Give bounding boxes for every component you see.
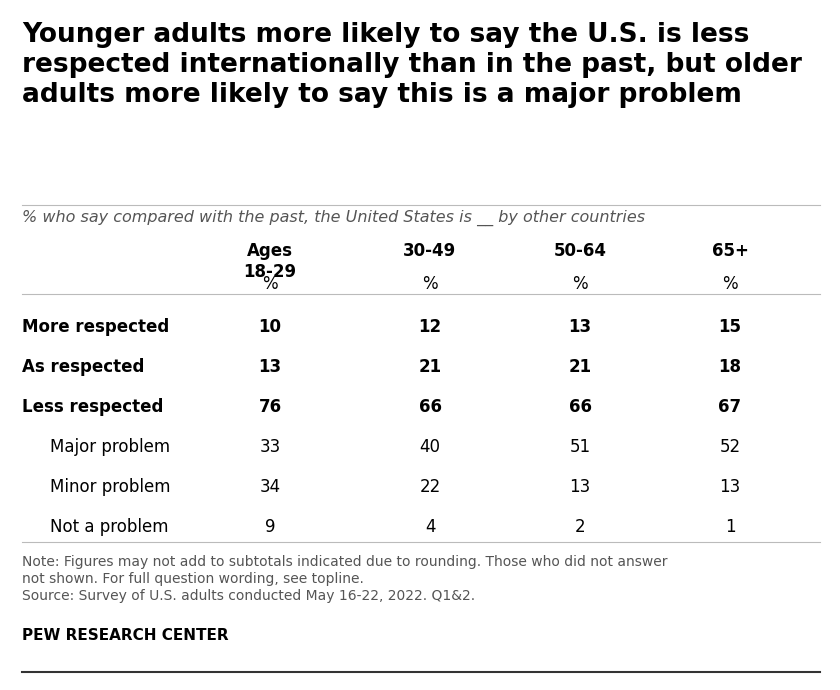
Text: 30-49: 30-49 <box>403 242 457 260</box>
Text: PEW RESEARCH CENTER: PEW RESEARCH CENTER <box>22 628 228 643</box>
Text: 18: 18 <box>718 358 742 376</box>
Text: Less respected: Less respected <box>22 398 163 416</box>
Text: 9: 9 <box>265 518 276 536</box>
Text: Major problem: Major problem <box>50 438 171 456</box>
Text: 34: 34 <box>260 478 281 496</box>
Text: not shown. For full question wording, see topline.: not shown. For full question wording, se… <box>22 572 364 586</box>
Text: 1: 1 <box>725 518 735 536</box>
Text: As respected: As respected <box>22 358 144 376</box>
Text: %: % <box>722 275 738 293</box>
Text: Source: Survey of U.S. adults conducted May 16-22, 2022. Q1&2.: Source: Survey of U.S. adults conducted … <box>22 589 475 603</box>
Text: 2: 2 <box>575 518 585 536</box>
Text: 13: 13 <box>570 478 591 496</box>
Text: Note: Figures may not add to subtotals indicated due to rounding. Those who did : Note: Figures may not add to subtotals i… <box>22 555 668 569</box>
Text: Ages
18-29: Ages 18-29 <box>244 242 297 281</box>
Text: 66: 66 <box>569 398 591 416</box>
Text: 76: 76 <box>259 398 281 416</box>
Text: 51: 51 <box>570 438 591 456</box>
Text: 52: 52 <box>719 438 741 456</box>
Text: 4: 4 <box>425 518 435 536</box>
Text: %: % <box>572 275 588 293</box>
Text: 15: 15 <box>718 318 742 336</box>
Text: More respected: More respected <box>22 318 169 336</box>
Text: 21: 21 <box>418 358 442 376</box>
Text: 13: 13 <box>259 358 281 376</box>
Text: 40: 40 <box>419 438 440 456</box>
Text: 65+: 65+ <box>711 242 748 260</box>
Text: 13: 13 <box>569 318 591 336</box>
Text: 67: 67 <box>718 398 742 416</box>
Text: 33: 33 <box>260 438 281 456</box>
Text: 22: 22 <box>419 478 441 496</box>
Text: %: % <box>423 275 438 293</box>
Text: 12: 12 <box>418 318 442 336</box>
Text: 10: 10 <box>259 318 281 336</box>
Text: 21: 21 <box>569 358 591 376</box>
Text: Minor problem: Minor problem <box>50 478 171 496</box>
Text: Not a problem: Not a problem <box>50 518 169 536</box>
Text: % who say compared with the past, the United States is __ by other countries: % who say compared with the past, the Un… <box>22 210 645 226</box>
Text: 66: 66 <box>418 398 442 416</box>
Text: %: % <box>262 275 278 293</box>
Text: 13: 13 <box>719 478 741 496</box>
Text: Younger adults more likely to say the U.S. is less
respected internationally tha: Younger adults more likely to say the U.… <box>22 22 802 108</box>
Text: 50-64: 50-64 <box>554 242 606 260</box>
